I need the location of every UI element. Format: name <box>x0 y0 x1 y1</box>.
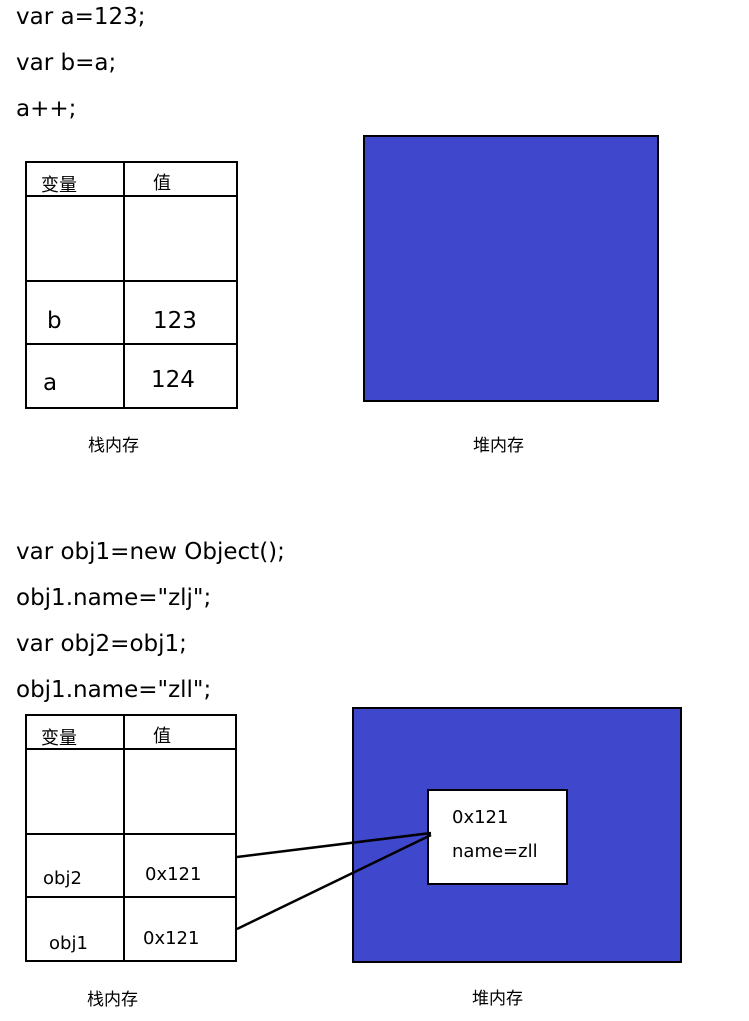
row-value-obj2: 0x121 <box>145 864 202 885</box>
code-line-6: var obj2=obj1; <box>16 631 187 657</box>
heap-caption-1: 堆内存 <box>473 436 524 456</box>
row-value-obj1: 0x121 <box>143 928 200 949</box>
row-name-obj1: obj1 <box>49 933 88 954</box>
header-value: 值 <box>153 726 171 747</box>
code-line-2: var b=a; <box>16 50 117 76</box>
heap-object: 0x121 name=zll <box>427 789 568 885</box>
row-divider <box>27 748 235 750</box>
row-value-a: 124 <box>151 367 195 393</box>
code-line-4: var obj1=new Object(); <box>16 539 285 565</box>
header-variable: 变量 <box>41 175 77 196</box>
heap-box-1 <box>363 135 659 402</box>
reference-line-obj2 <box>236 831 432 859</box>
row-name-a: a <box>43 370 58 396</box>
object-property: name=zll <box>452 841 538 862</box>
code-line-3: a++; <box>16 96 77 122</box>
row-name-obj2: obj2 <box>43 868 82 889</box>
object-address: 0x121 <box>452 807 509 828</box>
stack-table-1: 变量 值 b 123 a 124 <box>25 161 238 409</box>
stack-table-2: 变量 值 obj2 0x121 obj1 0x121 <box>25 714 237 962</box>
stack-caption-1: 栈内存 <box>88 436 139 456</box>
code-line-1: var a=123; <box>16 4 146 30</box>
row-divider <box>27 280 236 282</box>
heap-caption-2: 堆内存 <box>472 989 523 1009</box>
stack-caption-2: 栈内存 <box>87 990 138 1010</box>
column-divider <box>123 716 125 960</box>
row-divider <box>27 343 236 345</box>
row-name-b: b <box>47 308 62 334</box>
header-value: 值 <box>153 173 171 194</box>
code-line-7: obj1.name="zll"; <box>16 677 212 703</box>
row-value-b: 123 <box>153 308 197 334</box>
row-divider <box>27 896 235 898</box>
column-divider <box>123 163 125 407</box>
row-divider <box>27 195 236 197</box>
header-variable: 变量 <box>41 728 77 749</box>
code-line-5: obj1.name="zlj"; <box>16 585 212 611</box>
row-divider <box>27 833 235 835</box>
reference-line-obj1 <box>236 833 432 931</box>
